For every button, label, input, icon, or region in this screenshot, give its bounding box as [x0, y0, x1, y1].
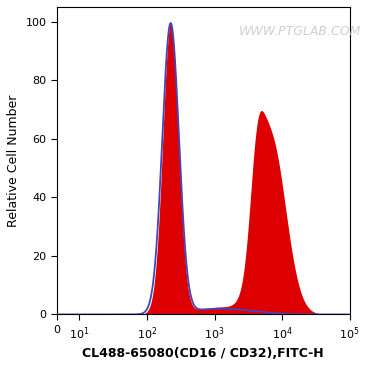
X-axis label: CL488-65080(CD16 / CD32),FITC-H: CL488-65080(CD16 / CD32),FITC-H	[83, 347, 324, 360]
Y-axis label: Relative Cell Number: Relative Cell Number	[7, 95, 20, 227]
Text: WWW.PTGLAB.COM: WWW.PTGLAB.COM	[238, 25, 361, 39]
